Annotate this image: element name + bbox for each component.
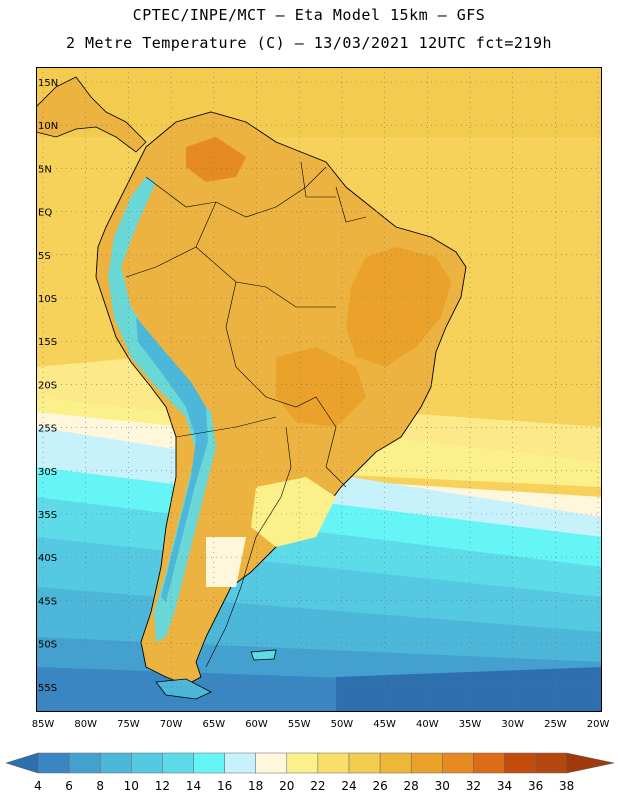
- chart-title: CPTEC/INPE/MCT – Eta Model 15km – GFS: [132, 6, 486, 24]
- legend-swatch: [224, 752, 256, 774]
- legend-arrow-low: [5, 752, 39, 774]
- lat-tick-label: 35S: [38, 510, 57, 521]
- legend-value-label: 38: [559, 779, 574, 793]
- legend-value-label: 34: [497, 779, 512, 793]
- legend-value-label: 12: [155, 779, 170, 793]
- lat-tick-label: EQ: [38, 208, 52, 219]
- legend-value-label: 28: [404, 779, 419, 793]
- lat-tick-label: 10N: [38, 121, 58, 132]
- central-america: [36, 76, 147, 153]
- caribbean-band: [36, 67, 602, 137]
- lon-tick-label: 75W: [117, 719, 140, 730]
- lat-tick-label: 30S: [38, 467, 57, 478]
- lon-tick-label: 45W: [373, 719, 396, 730]
- legend-value-label: 26: [372, 779, 387, 793]
- lon-tick-label: 55W: [288, 719, 311, 730]
- lat-tick-label: 40S: [38, 553, 57, 564]
- mild-patch-south: [251, 477, 336, 547]
- legend-swatch: [162, 752, 194, 774]
- color-legend: 4 6 8 10 12 14 16 18 20 22 24 26 28 30 32 34 36 38: [5, 752, 615, 793]
- lon-tick-label: 50W: [331, 719, 354, 730]
- lon-tick-label: 80W: [74, 719, 97, 730]
- legend-swatch: [410, 752, 443, 774]
- chart-subtitle: 2 Metre Temperature (C) – 13/03/2021 12U…: [65, 34, 553, 52]
- lon-tick-label: 85W: [32, 719, 55, 730]
- country-borders: [125, 161, 367, 668]
- legend-swatch: [442, 752, 474, 774]
- lat-tick-label: 15S: [38, 337, 57, 348]
- legend-swatch: [317, 752, 350, 774]
- legend-swatch: [535, 752, 567, 774]
- legend-swatch: [255, 752, 288, 774]
- lon-tick-label: 35W: [459, 719, 482, 730]
- andes-cold-strip: [108, 177, 216, 642]
- lat-tick-label: 10S: [38, 294, 57, 305]
- lat-tick-label: 20S: [38, 380, 57, 391]
- legend-value-label: 10: [124, 779, 139, 793]
- lon-tick-label: 20W: [587, 719, 610, 730]
- lon-tick-label: 40W: [416, 719, 439, 730]
- legend-value-label: 30: [435, 779, 450, 793]
- legend-swatch: [348, 752, 381, 774]
- lat-tick-label: 15N: [38, 78, 58, 89]
- lat-tick-label: 45S: [38, 596, 57, 607]
- map-frame: [36, 67, 602, 712]
- legend-value-label: 20: [279, 779, 294, 793]
- lon-tick-label: 30W: [501, 719, 524, 730]
- tierra-del-fuego: [155, 678, 212, 700]
- lat-tick-label: 25S: [38, 424, 57, 435]
- hot-patch-central: [276, 347, 366, 427]
- legend-swatch: [473, 752, 505, 774]
- legend-value-label: 36: [528, 779, 543, 793]
- lat-tick-label: 55S: [38, 683, 57, 694]
- legend-value-label: 24: [341, 779, 356, 793]
- lon-tick-label: 70W: [160, 719, 183, 730]
- lon-tick-label: 25W: [544, 719, 567, 730]
- lat-tick-label: 5N: [38, 164, 52, 175]
- legend-value-label: 18: [248, 779, 263, 793]
- legend-swatch: [379, 752, 412, 774]
- legend-swatch: [37, 752, 70, 774]
- legend-arrow-high: [566, 752, 615, 774]
- lon-tick-label: 60W: [245, 719, 268, 730]
- legend-swatch: [193, 752, 225, 774]
- temperature-map: 15N 10N 5N EQ 5S 10S 15S 20S 25S 30S 35S 40S 45S 50S 5…: [36, 67, 602, 712]
- legend-swatch: [99, 752, 132, 774]
- andes-core: [136, 317, 208, 602]
- legend-swatch: [68, 752, 101, 774]
- lon-axis: 85W 80W 75W 70W 65W 60W 55W 50W 45W 40W 35W 30W 25W 2…: [32, 719, 610, 730]
- legend-swatch: [504, 752, 536, 774]
- legend-value-label: 22: [310, 779, 325, 793]
- hot-patch-northeast: [346, 247, 451, 367]
- legend-value-label: 16: [217, 779, 232, 793]
- lat-tick-label: 50S: [38, 640, 57, 651]
- band-4: [336, 667, 602, 712]
- lat-tick-label: 5S: [38, 251, 51, 262]
- legend-value-label: 8: [96, 779, 104, 793]
- cool-patch-patagonia: [206, 537, 246, 587]
- legend-value-label: 32: [466, 779, 481, 793]
- legend-swatch: [286, 752, 319, 774]
- falkland-islands: [250, 649, 277, 661]
- legend-swatch: [131, 752, 163, 774]
- hot-patch-north: [186, 137, 246, 182]
- legend-value-label: 4: [34, 779, 42, 793]
- legend-value-label: 6: [65, 779, 73, 793]
- legend-value-label: 14: [186, 779, 201, 793]
- map-canvas: 15N 10N 5N EQ 5S 10S 15S 20S 25S 30S 35S 40S 45S 50S 5…: [36, 67, 602, 712]
- lon-tick-label: 65W: [202, 719, 225, 730]
